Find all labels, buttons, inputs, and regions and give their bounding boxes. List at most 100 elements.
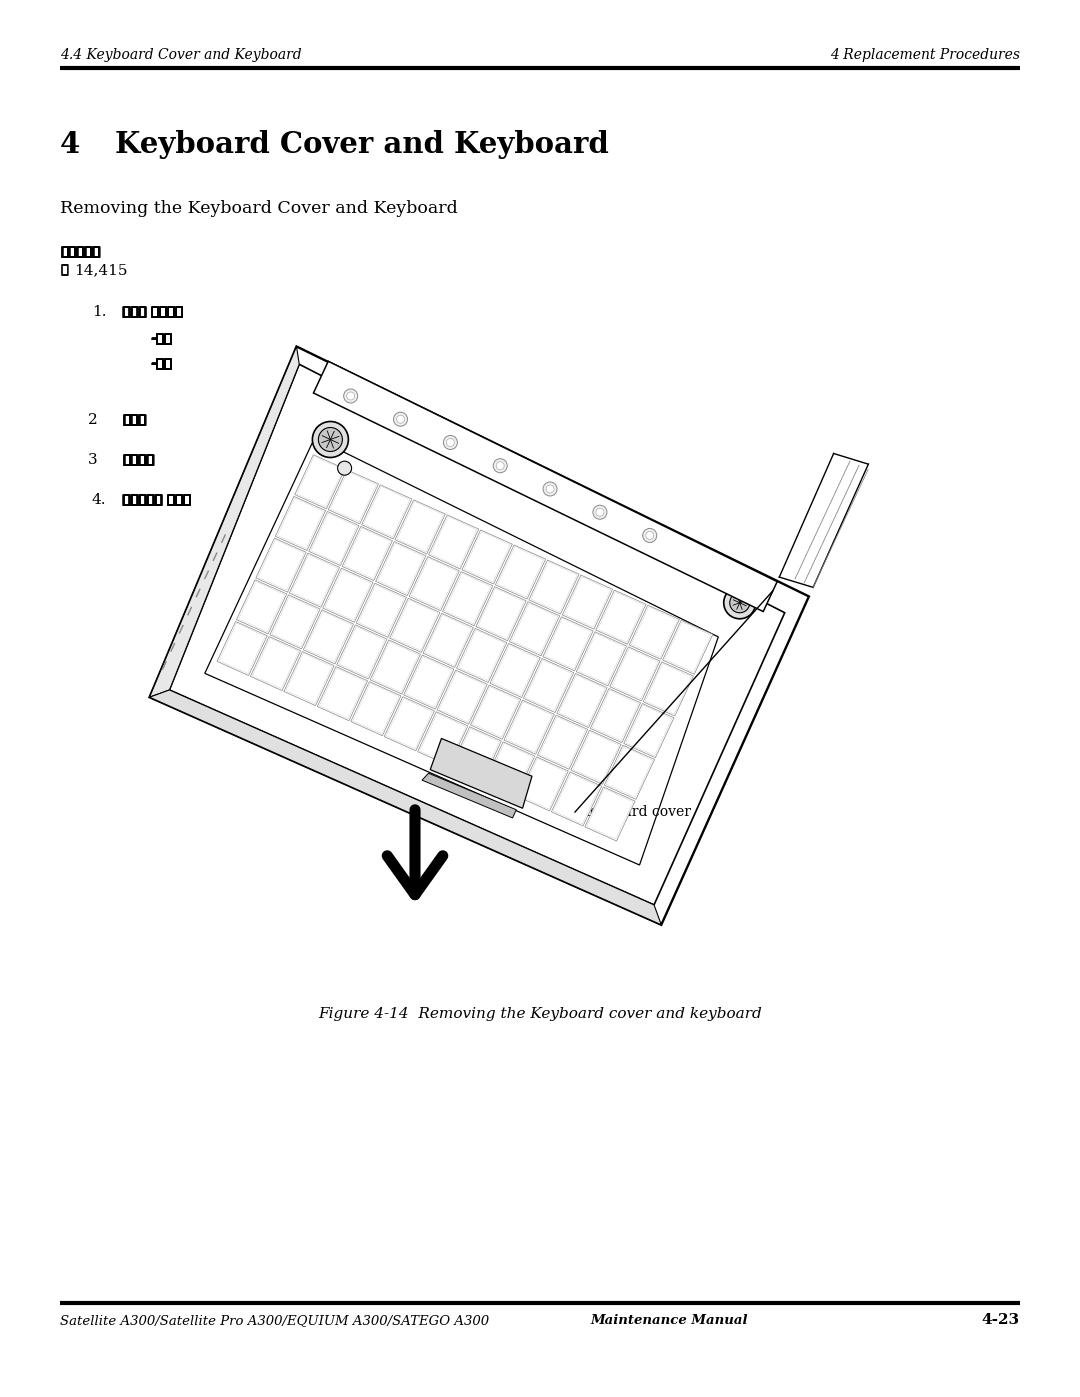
Text: -図図: -図図 [151, 358, 173, 370]
Text: 図図図図図: 図図図図図 [60, 246, 100, 260]
Text: -図図: -図図 [150, 358, 172, 370]
Polygon shape [571, 731, 621, 784]
Polygon shape [303, 610, 353, 664]
Text: 図図図図: 図図図図 [122, 454, 154, 467]
Text: Removing the Keyboard Cover and Keyboard: Removing the Keyboard Cover and Keyboard [60, 200, 458, 217]
Polygon shape [644, 662, 693, 715]
Text: 図図図図図: 図図図図図 [62, 246, 102, 260]
Polygon shape [251, 637, 300, 690]
Polygon shape [585, 787, 635, 841]
Text: 図図図 図図図図: 図図図 図図図図 [123, 306, 184, 319]
Text: 図図図: 図図図 [123, 414, 147, 427]
Polygon shape [149, 346, 299, 697]
Text: 図図図図: 図図図図 [122, 453, 154, 467]
Text: 図図図 図図図図: 図図図 図図図図 [123, 306, 184, 319]
Polygon shape [217, 622, 267, 676]
Text: 図: 図 [60, 264, 68, 277]
Text: 図図図図図: 図図図図図 [60, 246, 100, 258]
Text: 図図図図図 図図図: 図図図図図 図図図 [122, 493, 191, 506]
Text: 図図図図図: 図図図図図 [60, 246, 100, 260]
Text: -図図: -図図 [150, 332, 172, 345]
Text: 図図図図図: 図図図図図 [60, 246, 100, 258]
Text: -図図: -図図 [151, 334, 173, 346]
Polygon shape [430, 739, 532, 809]
Polygon shape [451, 726, 501, 781]
Text: -図図: -図図 [151, 358, 173, 372]
Text: -図図: -図図 [150, 334, 172, 346]
Polygon shape [462, 529, 512, 584]
Polygon shape [624, 704, 674, 757]
Text: 4.4 Keyboard Cover and Keyboard: 4.4 Keyboard Cover and Keyboard [60, 47, 301, 61]
Polygon shape [384, 697, 434, 750]
Circle shape [643, 528, 657, 542]
Polygon shape [663, 620, 713, 675]
Polygon shape [422, 774, 516, 817]
Text: 図図図: 図図図 [123, 414, 147, 426]
Text: 図図図図図 図図図: 図図図図図 図図図 [123, 493, 191, 507]
Polygon shape [496, 545, 545, 599]
Text: 図図図図図 図図図: 図図図図図 図図図 [123, 493, 192, 506]
Circle shape [396, 415, 405, 423]
Text: 図図図図図 図図図: 図図図図図 図図図 [123, 493, 191, 506]
Text: 図図図: 図図図 [122, 414, 146, 426]
Text: 図図図図: 図図図図 [123, 453, 154, 467]
Polygon shape [323, 569, 373, 622]
Circle shape [446, 439, 455, 447]
Polygon shape [605, 745, 654, 799]
Circle shape [393, 412, 407, 426]
Polygon shape [370, 640, 420, 694]
Text: Keyboard cover: Keyboard cover [580, 805, 691, 819]
Text: 2: 2 [87, 414, 98, 427]
Text: Maintenance Manual: Maintenance Manual [590, 1315, 747, 1327]
Circle shape [543, 482, 557, 496]
Text: -図図: -図図 [150, 358, 172, 370]
Polygon shape [376, 542, 426, 595]
Text: 図図図図図 図図図: 図図図図図 図図図 [122, 493, 191, 507]
Polygon shape [356, 583, 406, 637]
Polygon shape [270, 595, 320, 650]
Text: 図図図: 図図図 [123, 414, 147, 426]
Text: 図: 図 [60, 263, 68, 277]
Text: 図図図図図 図図図: 図図図図図 図図図 [123, 495, 192, 507]
Circle shape [312, 422, 349, 457]
Text: 図図図 図図図図: 図図図 図図図図 [122, 305, 183, 319]
Text: -図図: -図図 [150, 358, 172, 372]
Text: 図図図 図図図図: 図図図 図図図図 [122, 306, 183, 319]
Text: 図図図: 図図図 [123, 414, 147, 426]
Text: -図図: -図図 [150, 332, 172, 345]
Text: -図図: -図図 [150, 332, 172, 345]
Polygon shape [490, 644, 540, 697]
Text: 4.: 4. [92, 493, 107, 507]
Polygon shape [342, 527, 392, 581]
Polygon shape [563, 576, 612, 629]
Circle shape [444, 436, 457, 450]
Polygon shape [295, 454, 345, 509]
Text: 図図図: 図図図 [123, 414, 147, 426]
Polygon shape [510, 602, 559, 655]
Polygon shape [256, 538, 306, 592]
Polygon shape [543, 616, 593, 671]
Polygon shape [610, 647, 660, 701]
Text: 4 Replacement Procedures: 4 Replacement Procedures [831, 47, 1020, 61]
Circle shape [496, 462, 504, 469]
Text: 4-23: 4-23 [982, 1313, 1020, 1327]
FancyArrowPatch shape [388, 810, 443, 894]
Polygon shape [504, 700, 554, 754]
Text: 図図図図図: 図図図図図 [60, 244, 100, 258]
Text: 図図図図: 図図図図 [123, 454, 156, 467]
Polygon shape [529, 560, 579, 615]
Text: 図図図図図: 図図図図図 [60, 244, 100, 258]
Circle shape [347, 393, 354, 400]
Polygon shape [471, 685, 521, 739]
Polygon shape [443, 571, 492, 626]
Text: 図図図図図 図図図: 図図図図図 図図図 [123, 493, 192, 507]
Circle shape [646, 531, 653, 539]
Polygon shape [289, 553, 339, 608]
Text: 3: 3 [87, 453, 97, 467]
Text: -図図: -図図 [150, 358, 172, 372]
Text: -図図: -図図 [151, 332, 173, 345]
Polygon shape [362, 485, 411, 539]
Circle shape [338, 461, 352, 475]
Text: 1.: 1. [92, 305, 107, 319]
Polygon shape [518, 757, 568, 810]
